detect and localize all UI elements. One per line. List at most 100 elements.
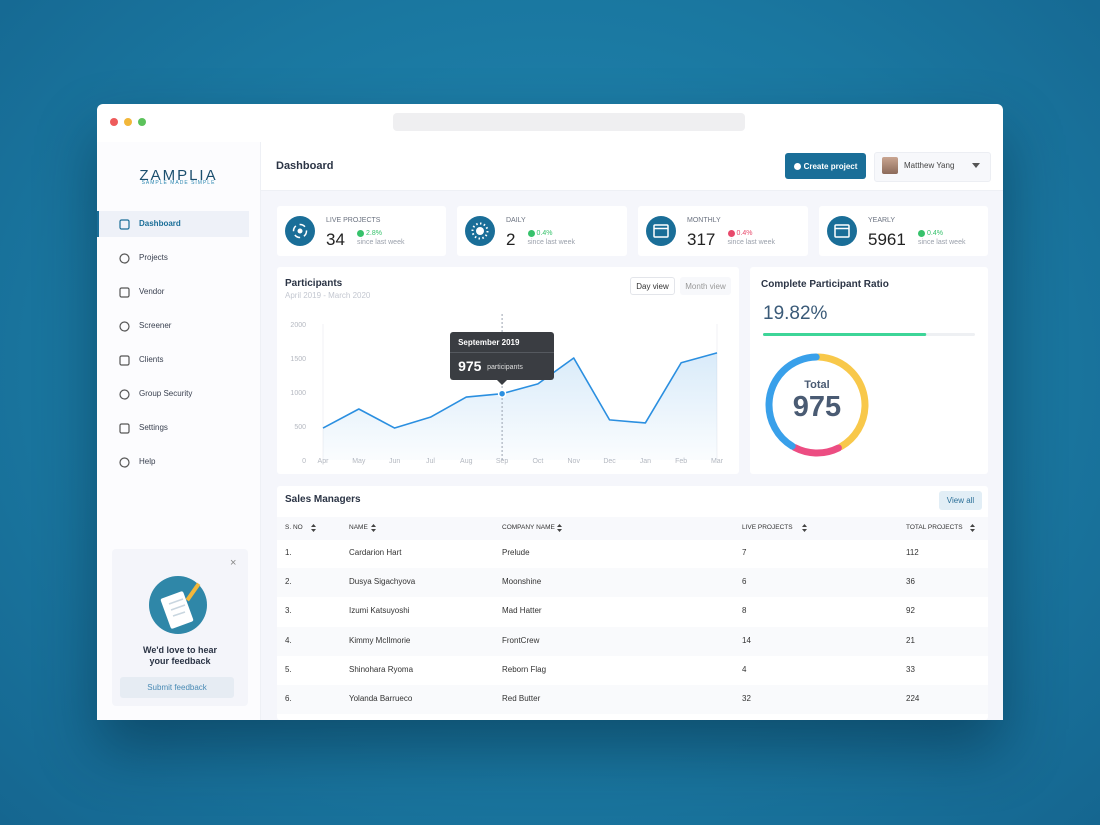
stat-value: 317 [687, 230, 716, 249]
cell: Moonshine [502, 577, 542, 587]
stat-label: MONTHLY [687, 217, 721, 224]
nav-icon-shape [119, 253, 130, 264]
submit-feedback-button[interactable]: Submit feedback [120, 677, 234, 698]
ratio-graphics [763, 333, 975, 457]
stat-icon-glyph [297, 228, 303, 234]
cell: 5. [285, 664, 292, 674]
close-icon[interactable]: × [230, 557, 237, 569]
cell: 224 [906, 694, 920, 703]
sort-arrows [969, 524, 975, 532]
x-tick-label: Jan [640, 458, 651, 465]
cell: Prelude [502, 548, 530, 557]
cell: Izumi Katsuyoshi [349, 606, 410, 616]
nav-icon [119, 457, 130, 468]
cell: 112 [906, 548, 919, 557]
chart-subtitle: April 2019 - March 2020 [285, 291, 371, 300]
tooltip-arrow [497, 379, 508, 385]
cell: 4. [285, 635, 292, 645]
stat-label: LIVE PROJECTS [326, 217, 381, 224]
day-view-button[interactable]: Day view [630, 277, 675, 295]
cell: 4 [742, 664, 747, 674]
x-tick-label: Jul [426, 458, 435, 465]
nav-item[interactable]: Help [139, 457, 156, 466]
nav-icon [119, 423, 130, 434]
cell: 8 [742, 606, 747, 616]
feedback-title: We'd love to hear your feedback [143, 645, 217, 666]
tooltip: September 2019 975 participants [450, 331, 555, 385]
stat-note: since last week [918, 239, 966, 246]
cell: FrontCrew [502, 635, 540, 645]
x-tick-label: Jun [389, 458, 400, 465]
trend-dot [727, 230, 735, 237]
trend-dot [918, 230, 925, 237]
column-header[interactable]: LIVE PROJECTS [742, 524, 793, 531]
stat-change: 0.4% [927, 230, 943, 237]
x-tick-label: Aug [460, 458, 473, 465]
nav-icon-shape [119, 321, 130, 332]
cell: Dusya Sigachyova [349, 577, 416, 587]
cell: 32 [742, 694, 751, 703]
cell: 3. [285, 606, 292, 616]
sort-icon[interactable] [801, 524, 807, 532]
nav-icon-shape [119, 355, 130, 366]
month-view-button[interactable]: Month view [680, 277, 731, 295]
sort-icon[interactable] [557, 524, 563, 532]
stat-note: since last week [527, 239, 575, 246]
sort-icon[interactable] [370, 524, 376, 532]
sort-icon[interactable] [969, 524, 975, 532]
stat-value: 5961 [868, 230, 906, 249]
row-bg [277, 568, 988, 598]
stat-label: YEARLY [868, 217, 896, 224]
x-tick-label: Dec [603, 458, 616, 465]
cell: 7 [742, 548, 747, 557]
column-header[interactable]: NAME [349, 524, 368, 531]
cell: Cardarion Hart [349, 548, 402, 557]
nav-item[interactable]: Settings [139, 423, 168, 432]
close-dot[interactable] [110, 118, 118, 126]
cell: 6. [285, 694, 292, 703]
stat-icon [465, 216, 495, 246]
stat-note: since last week [727, 239, 775, 246]
donut-total-label: Total [804, 379, 830, 391]
column-header[interactable]: COMPANY NAME [502, 524, 555, 531]
maximize-dot[interactable] [138, 118, 146, 126]
cell: 36 [906, 577, 915, 587]
sort-icon[interactable] [311, 524, 316, 532]
minimize-dot[interactable] [124, 118, 132, 126]
ratio-percent: 19.82% [763, 303, 828, 324]
nav-icon [119, 389, 130, 400]
address-bar[interactable] [393, 113, 745, 131]
cell: 14 [742, 635, 751, 645]
nav-icon-shape [119, 219, 130, 230]
view-all-button[interactable]: View all [939, 491, 982, 510]
row-bg [277, 626, 988, 656]
nav-item[interactable]: Clients [139, 355, 164, 364]
nav-item[interactable]: Dashboard [139, 219, 181, 228]
create-project-label: Create project [803, 161, 858, 171]
logo: ZAMPLIA [139, 167, 218, 184]
nav-item[interactable]: Vendor [139, 287, 165, 296]
column-header[interactable]: S. NO [285, 524, 303, 531]
cell: 33 [906, 664, 915, 674]
y-tick-label: 1500 [290, 356, 306, 363]
nav-active-bg [97, 211, 249, 237]
column-header[interactable]: TOTAL PROJECTS [906, 524, 963, 531]
nav-item[interactable]: Screener [139, 321, 172, 330]
line-chart: 0 500 1000 1500 2000 Apr May Jun Jul Aug Sep Oct Nov… [290, 314, 724, 465]
cell: Red Butter [502, 694, 541, 703]
nav-icon [119, 287, 130, 298]
row-bg [277, 685, 988, 714]
create-project-button[interactable]: Create project [785, 153, 866, 179]
cell: 1. [285, 548, 292, 557]
nav-item[interactable]: Group Security [139, 389, 193, 398]
tooltip-unit: participants [487, 363, 523, 371]
stat-icon-glyph [653, 224, 669, 238]
line [322, 352, 718, 429]
ratio-title: Complete Participant Ratio [761, 279, 889, 290]
nav-item[interactable]: Projects [139, 253, 168, 262]
stat-icon-glyph [476, 227, 484, 235]
stat-value: 2 [506, 230, 516, 249]
donut-segment [765, 353, 869, 457]
stat-icon [646, 216, 676, 246]
